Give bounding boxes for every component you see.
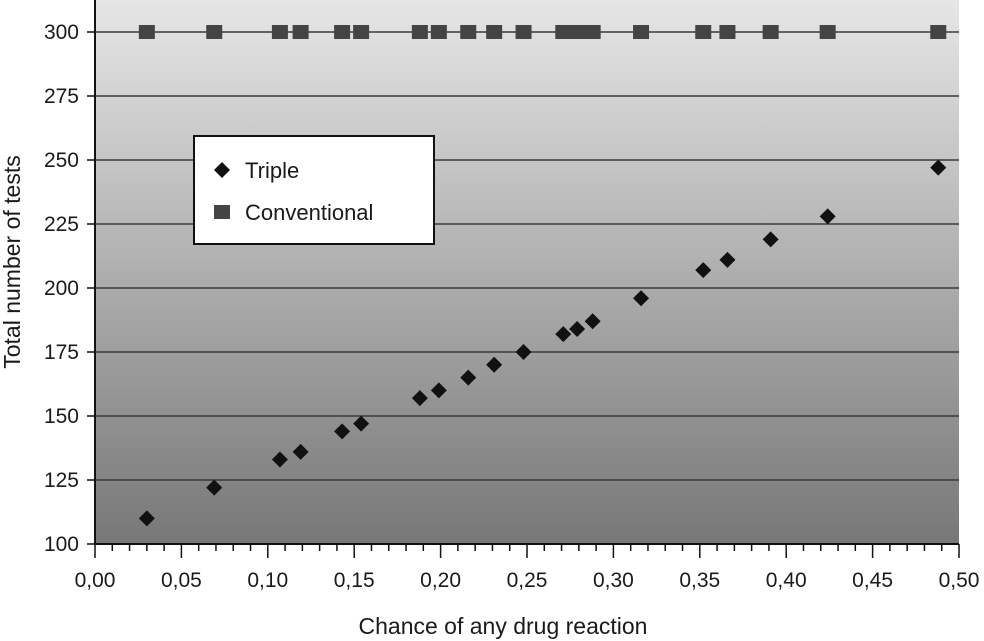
legend-label-conventional: Conventional [245, 200, 373, 225]
x-tick-label: 0,30 [593, 569, 634, 592]
y-tick-labels: 100 125 150 175 200 225 250 275 300 [44, 21, 79, 556]
point-conventional [353, 25, 370, 39]
axes [87, 0, 960, 558]
point-conventional [633, 25, 650, 39]
point-conventional [762, 25, 779, 39]
point-triple [353, 415, 370, 432]
point-conventional [719, 25, 736, 39]
point-triple [569, 320, 586, 337]
point-triple [515, 344, 532, 360]
data-points [138, 25, 947, 527]
legend: Triple Conventional [193, 135, 435, 245]
legend-label-triple: Triple [245, 158, 299, 183]
point-conventional [584, 25, 601, 39]
point-triple [584, 313, 601, 330]
point-conventional [486, 25, 503, 39]
y-tick-label: 225 [44, 213, 79, 236]
point-triple [430, 382, 447, 399]
point-triple [819, 208, 836, 225]
x-tick-label: 0,05 [161, 569, 202, 592]
x-tick-label: 0,00 [75, 569, 116, 592]
x-tick-label: 0,25 [507, 569, 548, 592]
y-tick-label: 200 [44, 277, 79, 300]
point-conventional [555, 25, 572, 39]
x-tick-label: 0,20 [420, 569, 461, 592]
x-tick-label: 0,10 [247, 569, 288, 592]
plot-area [95, 0, 959, 544]
point-conventional [206, 25, 223, 39]
y-tick-label: 125 [44, 469, 79, 492]
point-triple [930, 159, 947, 176]
y-tick-label: 150 [44, 405, 79, 428]
point-conventional [292, 25, 309, 39]
point-conventional [695, 25, 712, 39]
point-conventional [569, 25, 586, 39]
point-conventional [334, 25, 351, 39]
point-conventional [515, 25, 532, 39]
y-axis-title: Total number of tests [0, 155, 25, 369]
x-tick-label: 0,45 [852, 569, 893, 592]
point-triple [695, 262, 712, 279]
x-tick-label: 0,50 [939, 569, 980, 592]
x-tick-label: 0,40 [766, 569, 807, 592]
point-conventional [138, 25, 155, 39]
point-triple [486, 356, 503, 373]
point-triple [555, 326, 572, 343]
y-tick-label: 100 [44, 533, 79, 556]
x-tick-label: 0,15 [334, 569, 375, 592]
point-triple [411, 390, 428, 407]
point-conventional [930, 25, 947, 39]
point-conventional [271, 25, 288, 39]
point-triple [460, 369, 477, 386]
legend-square-icon [214, 205, 230, 219]
point-triple [334, 423, 351, 440]
x-tick-label: 0,35 [679, 569, 720, 592]
point-conventional [819, 25, 836, 39]
point-triple [292, 443, 309, 460]
y-tick-label: 275 [44, 85, 79, 108]
y-tick-label: 300 [44, 21, 79, 44]
point-triple [138, 510, 155, 527]
point-conventional [411, 25, 428, 39]
point-triple [719, 251, 736, 268]
point-triple [762, 231, 779, 248]
point-conventional [430, 25, 447, 39]
y-tick-label: 175 [44, 341, 79, 364]
legend-diamond-icon [214, 162, 230, 178]
point-triple [271, 451, 288, 468]
x-axis-title: Chance of any drug reaction [359, 613, 648, 639]
legend-box [193, 135, 435, 245]
point-triple [633, 290, 650, 307]
y-tick-label: 250 [44, 149, 79, 172]
x-tick-labels: 0,00 0,05 0,10 0,15 0,20 0,25 0,30 0,35 0,40 0,45… [75, 569, 980, 592]
point-conventional [460, 25, 477, 39]
point-triple [206, 479, 223, 496]
